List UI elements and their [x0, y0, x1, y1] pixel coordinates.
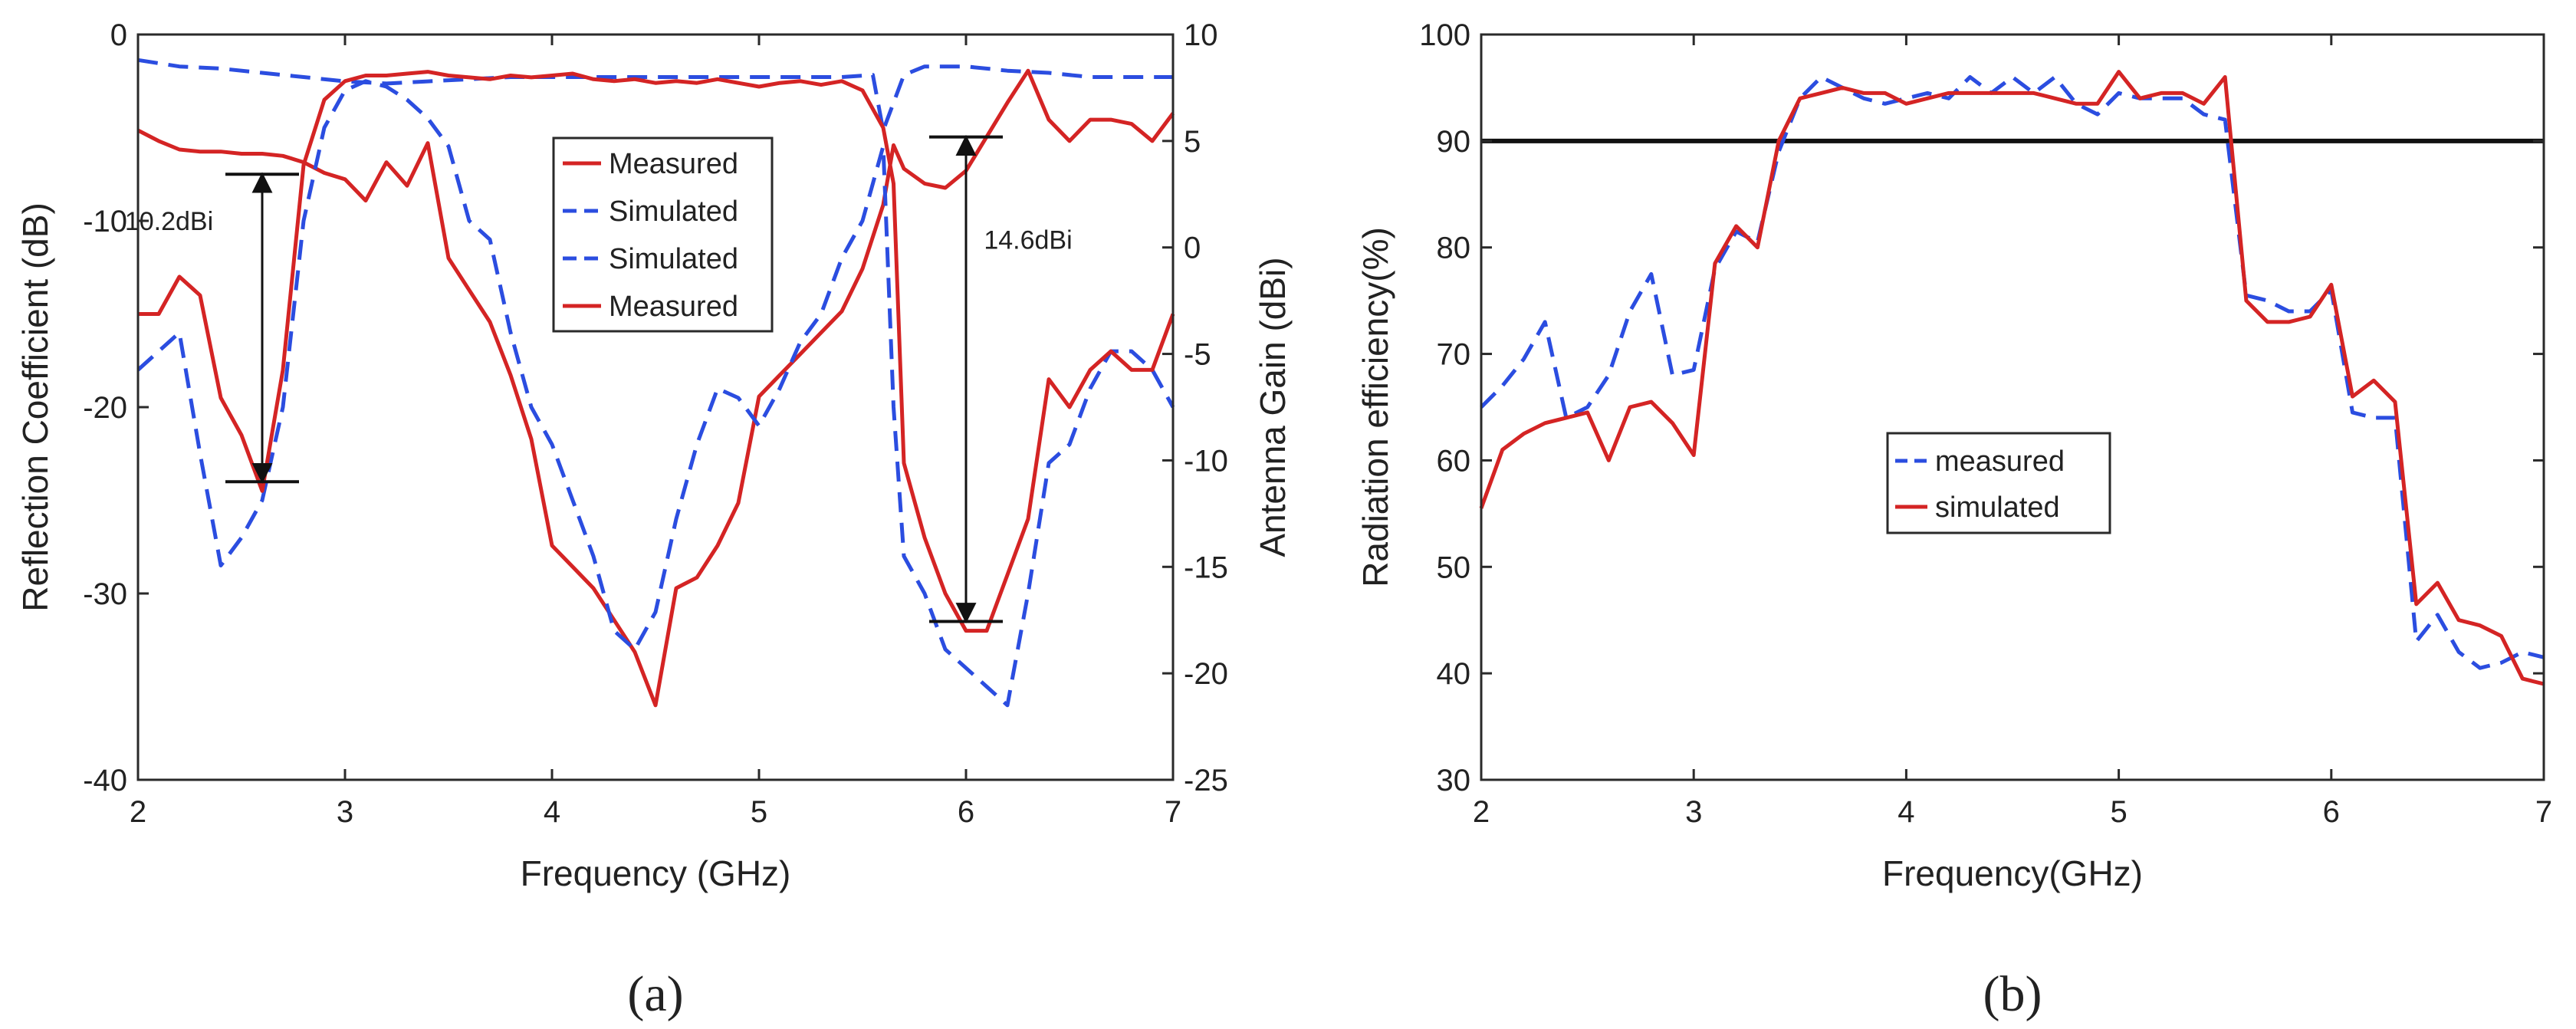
series-line-measured-left [138, 70, 1175, 633]
y-tick-label: 90 [1437, 125, 1471, 159]
panel-b: 2 3 4 5 6 7 30 40 50 60 70 80 90 100 Frequency(GHz) Rad… [1355, 18, 2552, 1022]
x-axis-label: Frequency (GHz) [521, 853, 791, 893]
y-tick-label: -10 [83, 205, 127, 238]
x-tick-label: 5 [2110, 795, 2127, 829]
y2-tick-label: -5 [1184, 338, 1211, 372]
y2-axis-label: Antenna Gain (dBi) [1253, 257, 1293, 557]
y-tick-label: 40 [1437, 657, 1471, 691]
panel-caption: (b) [1983, 966, 2042, 1022]
x-tick-label: 3 [1685, 795, 1702, 829]
series-line-measured [1480, 75, 2545, 670]
y2-tick-label: -10 [1184, 444, 1228, 478]
x-tick-label: 6 [958, 795, 974, 829]
legend-label: Measured [609, 291, 738, 323]
x-tick-label: 2 [130, 795, 146, 829]
legend-box [1886, 432, 2111, 534]
x-tick-label: 2 [1473, 795, 1490, 829]
legend-label: Simulated [609, 196, 738, 228]
x-tick-label: 6 [2323, 795, 2340, 829]
plot-frame [1480, 33, 2545, 781]
x-tick-label: 3 [337, 795, 353, 829]
y-tick-label: 30 [1437, 764, 1471, 797]
annotation-label: 14.6dBi [984, 225, 1072, 255]
y2-tick-label: 10 [1184, 18, 1218, 52]
x-axis-label: Frequency(GHz) [1882, 853, 2143, 893]
legend-label: simulated [1935, 491, 2060, 524]
y2-tick-label: 5 [1184, 125, 1201, 159]
y-axis-label: Reflection Coefficient (dB) [15, 202, 55, 612]
y-tick-label: -20 [83, 391, 127, 425]
y-tick-label: 80 [1437, 232, 1471, 265]
panel-caption: (a) [627, 966, 683, 1022]
x-tick-label: 4 [1898, 795, 1914, 829]
legend-label: Simulated [609, 243, 738, 275]
legend-box [552, 136, 774, 333]
y-tick-label: -40 [83, 764, 127, 797]
x-tick-label: 7 [2535, 795, 2552, 829]
y-tick-label: 60 [1437, 444, 1471, 478]
y-tick-label: -30 [83, 577, 127, 611]
y2-tick-label: -15 [1184, 551, 1228, 584]
y2-tick-label: 0 [1184, 232, 1201, 265]
y-axis-label: Radiation efficiency(%) [1355, 227, 1395, 587]
y-tick-label: 50 [1437, 551, 1471, 584]
plot-area [1481, 35, 2544, 780]
x-tick-label: 5 [751, 795, 767, 829]
x-tick-label: 4 [544, 795, 560, 829]
legend-label: measured [1935, 445, 2065, 478]
series-line-simulated [1479, 70, 2545, 686]
y-tick-label: 70 [1437, 338, 1471, 372]
y-tick-label: 100 [1419, 18, 1470, 52]
y2-tick-label: -25 [1184, 764, 1228, 797]
series-line-simulated-right [137, 58, 1173, 133]
y2-tick-label: -20 [1184, 657, 1228, 691]
y-tick-label: 0 [110, 18, 127, 52]
x-tick-label: 7 [1165, 795, 1181, 829]
legend-label: Measured [609, 148, 738, 180]
